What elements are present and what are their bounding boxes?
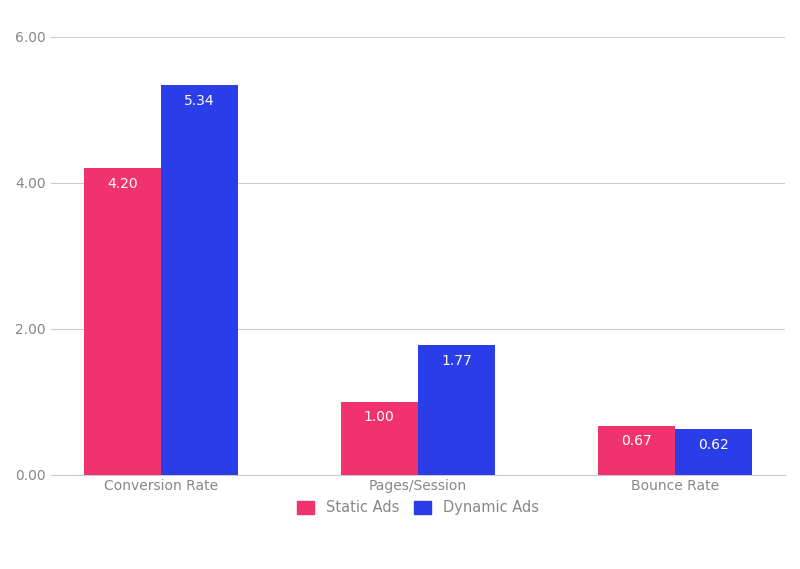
Bar (161, 85, 238, 475)
Bar (418, 345, 495, 475)
Text: 1.00: 1.00 (364, 410, 394, 424)
Bar (598, 426, 674, 475)
Legend: Static Ads, Dynamic Ads: Static Ads, Dynamic Ads (290, 493, 546, 522)
Bar (84, 168, 161, 475)
Bar (674, 430, 752, 475)
Text: 5.34: 5.34 (184, 94, 215, 108)
Text: 4.20: 4.20 (107, 177, 138, 191)
Text: 0.67: 0.67 (621, 435, 651, 448)
Text: 0.62: 0.62 (698, 438, 729, 452)
Bar (341, 402, 418, 475)
Text: 1.77: 1.77 (441, 354, 472, 368)
